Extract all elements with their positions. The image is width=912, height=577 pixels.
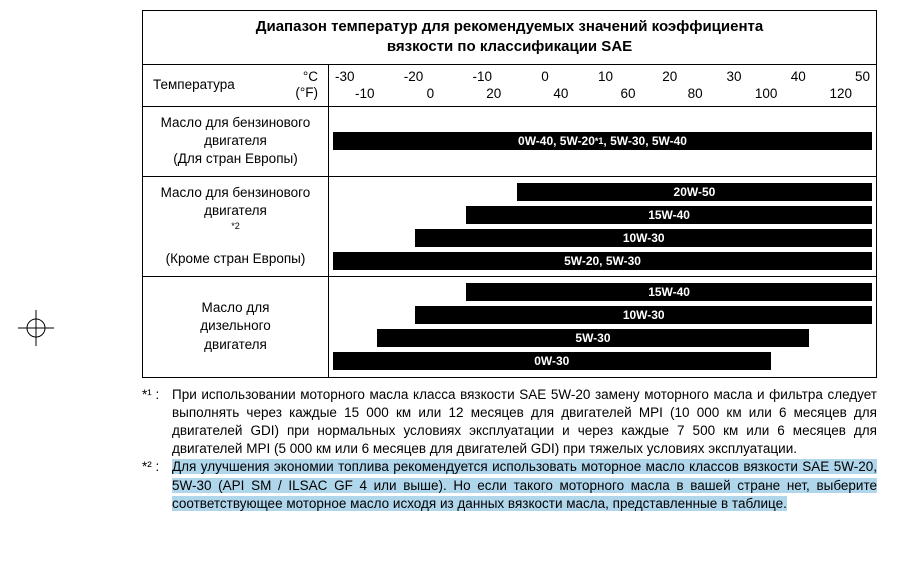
axis-f-tick: 120: [829, 85, 852, 103]
unit-c: °C: [303, 69, 318, 84]
viscosity-bar: 0W-30: [333, 352, 771, 370]
chart-title-line2: вязкости по классификации SAE: [387, 38, 632, 55]
axis-f-tick: 0: [427, 85, 435, 103]
chart-title: Диапазон температур для рекомендуемых зн…: [143, 11, 876, 65]
footnote-marker: *² :: [142, 458, 172, 476]
oil-row-bars: 20W-50 15W-40 10W-30 5W-20, 5W-30: [329, 177, 876, 276]
viscosity-bar: 5W-30: [377, 329, 808, 347]
footnote-text: Для улучшения экономии топлива рекоменду…: [172, 458, 877, 513]
oil-row-bars: 0W-40, 5W-20 *1, 5W-30, 5W-40: [329, 107, 876, 176]
footnote-text: При использовании моторного масла класса…: [172, 386, 877, 459]
axis-f-tick: 40: [553, 85, 568, 103]
viscosity-bar: 15W-40: [466, 283, 872, 301]
oil-row-bars: 15W-40 10W-30 5W-30 0W-30: [329, 277, 876, 377]
footnotes: *¹ :При использовании моторного масла кл…: [142, 386, 877, 514]
axis-row: Температура °C (°F) -30 -20 -10 0 10 20 30 40 50…: [143, 65, 876, 107]
viscosity-bar: 10W-30: [415, 229, 872, 247]
axis-c-tick: 50: [855, 68, 870, 86]
viscosity-bar: 5W-20, 5W-30: [333, 252, 872, 270]
viscosity-chart: Диапазон температур для рекомендуемых зн…: [142, 10, 877, 378]
chart-title-line1: Диапазон температур для рекомендуемых зн…: [256, 18, 763, 35]
registration-mark-icon: [18, 310, 54, 346]
oil-row: Масло для бензиновогодвигателя(Для стран…: [143, 107, 876, 177]
axis-f-tick: 80: [688, 85, 703, 103]
viscosity-bar: 10W-30: [415, 306, 872, 324]
axis-c-tick: 0: [541, 68, 549, 86]
axis-c-tick: -20: [404, 68, 424, 86]
footnote: *¹ :При использовании моторного масла кл…: [142, 386, 877, 459]
axis-c-tick: 20: [662, 68, 677, 86]
temp-label: Температура: [153, 76, 235, 94]
temp-label-cell: Температура °C (°F): [143, 65, 329, 106]
oil-row-label: Масло для бензиновогодвигателя(Для стран…: [143, 107, 329, 176]
axis-c-tick: 40: [791, 68, 806, 86]
footnote: *² :Для улучшения экономии топлива реком…: [142, 458, 877, 513]
oil-row: Масло для бензиновогодвигателя *2(Кроме …: [143, 177, 876, 277]
axis-c-tick: 30: [726, 68, 741, 86]
axis-f-tick: 60: [621, 85, 636, 103]
axis-c-tick: 10: [598, 68, 613, 86]
viscosity-bar: 0W-40, 5W-20 *1, 5W-30, 5W-40: [333, 132, 872, 150]
oil-row: Масло длядизельногодвигателя 15W-40 10W-30…: [143, 277, 876, 377]
viscosity-bar: 15W-40: [466, 206, 872, 224]
unit-f: (°F): [295, 85, 318, 100]
axis-c-tick: -10: [472, 68, 492, 86]
viscosity-bar: 20W-50: [517, 183, 872, 201]
axis-fahrenheit: -10 0 20 40 60 80 100 120: [331, 85, 874, 103]
axis-c-tick: -30: [335, 68, 355, 86]
axis-f-tick: -10: [355, 85, 375, 103]
oil-row-label: Масло длядизельногодвигателя: [143, 277, 329, 377]
oil-row-label: Масло для бензиновогодвигателя *2(Кроме …: [143, 177, 329, 276]
axis-f-tick: 20: [486, 85, 501, 103]
axis-f-tick: 100: [755, 85, 778, 103]
axis-scale: -30 -20 -10 0 10 20 30 40 50 -10 0 20 40 60 80 100 120: [329, 65, 876, 106]
axis-celsius: -30 -20 -10 0 10 20 30 40 50: [331, 68, 874, 86]
footnote-marker: *¹ :: [142, 386, 172, 404]
